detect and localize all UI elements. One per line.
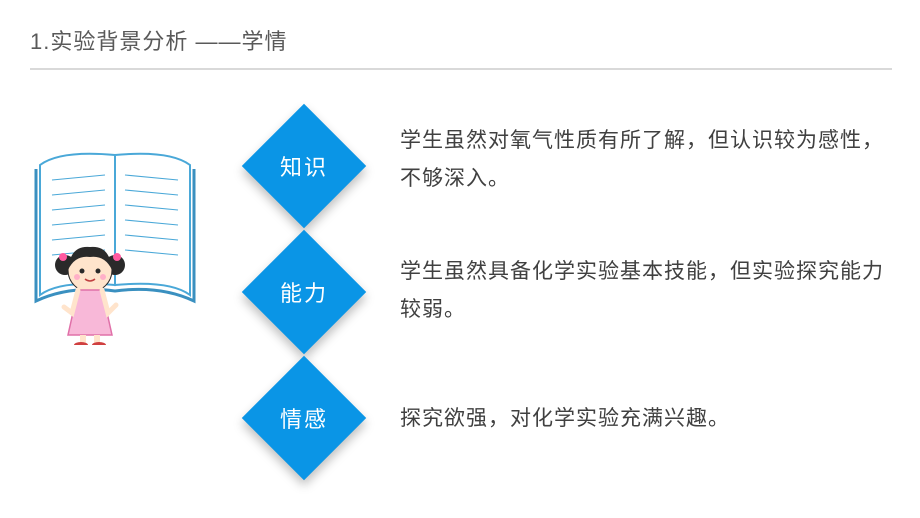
- slide-title: 1.实验背景分析 ——学情: [30, 24, 287, 56]
- title-divider: [30, 68, 892, 70]
- diamond-knowledge-label: 知识: [280, 150, 328, 182]
- diamond-emotion-label: 情感: [280, 402, 328, 434]
- student-book-illustration: [30, 145, 205, 345]
- diamond-knowledge: 知识: [242, 104, 366, 228]
- diamond-ability-label: 能力: [280, 276, 328, 308]
- paragraph-emotion: 探究欲强，对化学实验充满兴趣。: [400, 400, 900, 438]
- diamond-ability: 能力: [242, 230, 366, 354]
- diamond-emotion: 情感: [242, 356, 366, 480]
- paragraph-ability: 学生虽然具备化学实验基本技能，但实验探究能力较弱。: [400, 253, 900, 329]
- paragraph-knowledge: 学生虽然对氧气性质有所了解，但认识较为感性，不够深入。: [400, 122, 900, 198]
